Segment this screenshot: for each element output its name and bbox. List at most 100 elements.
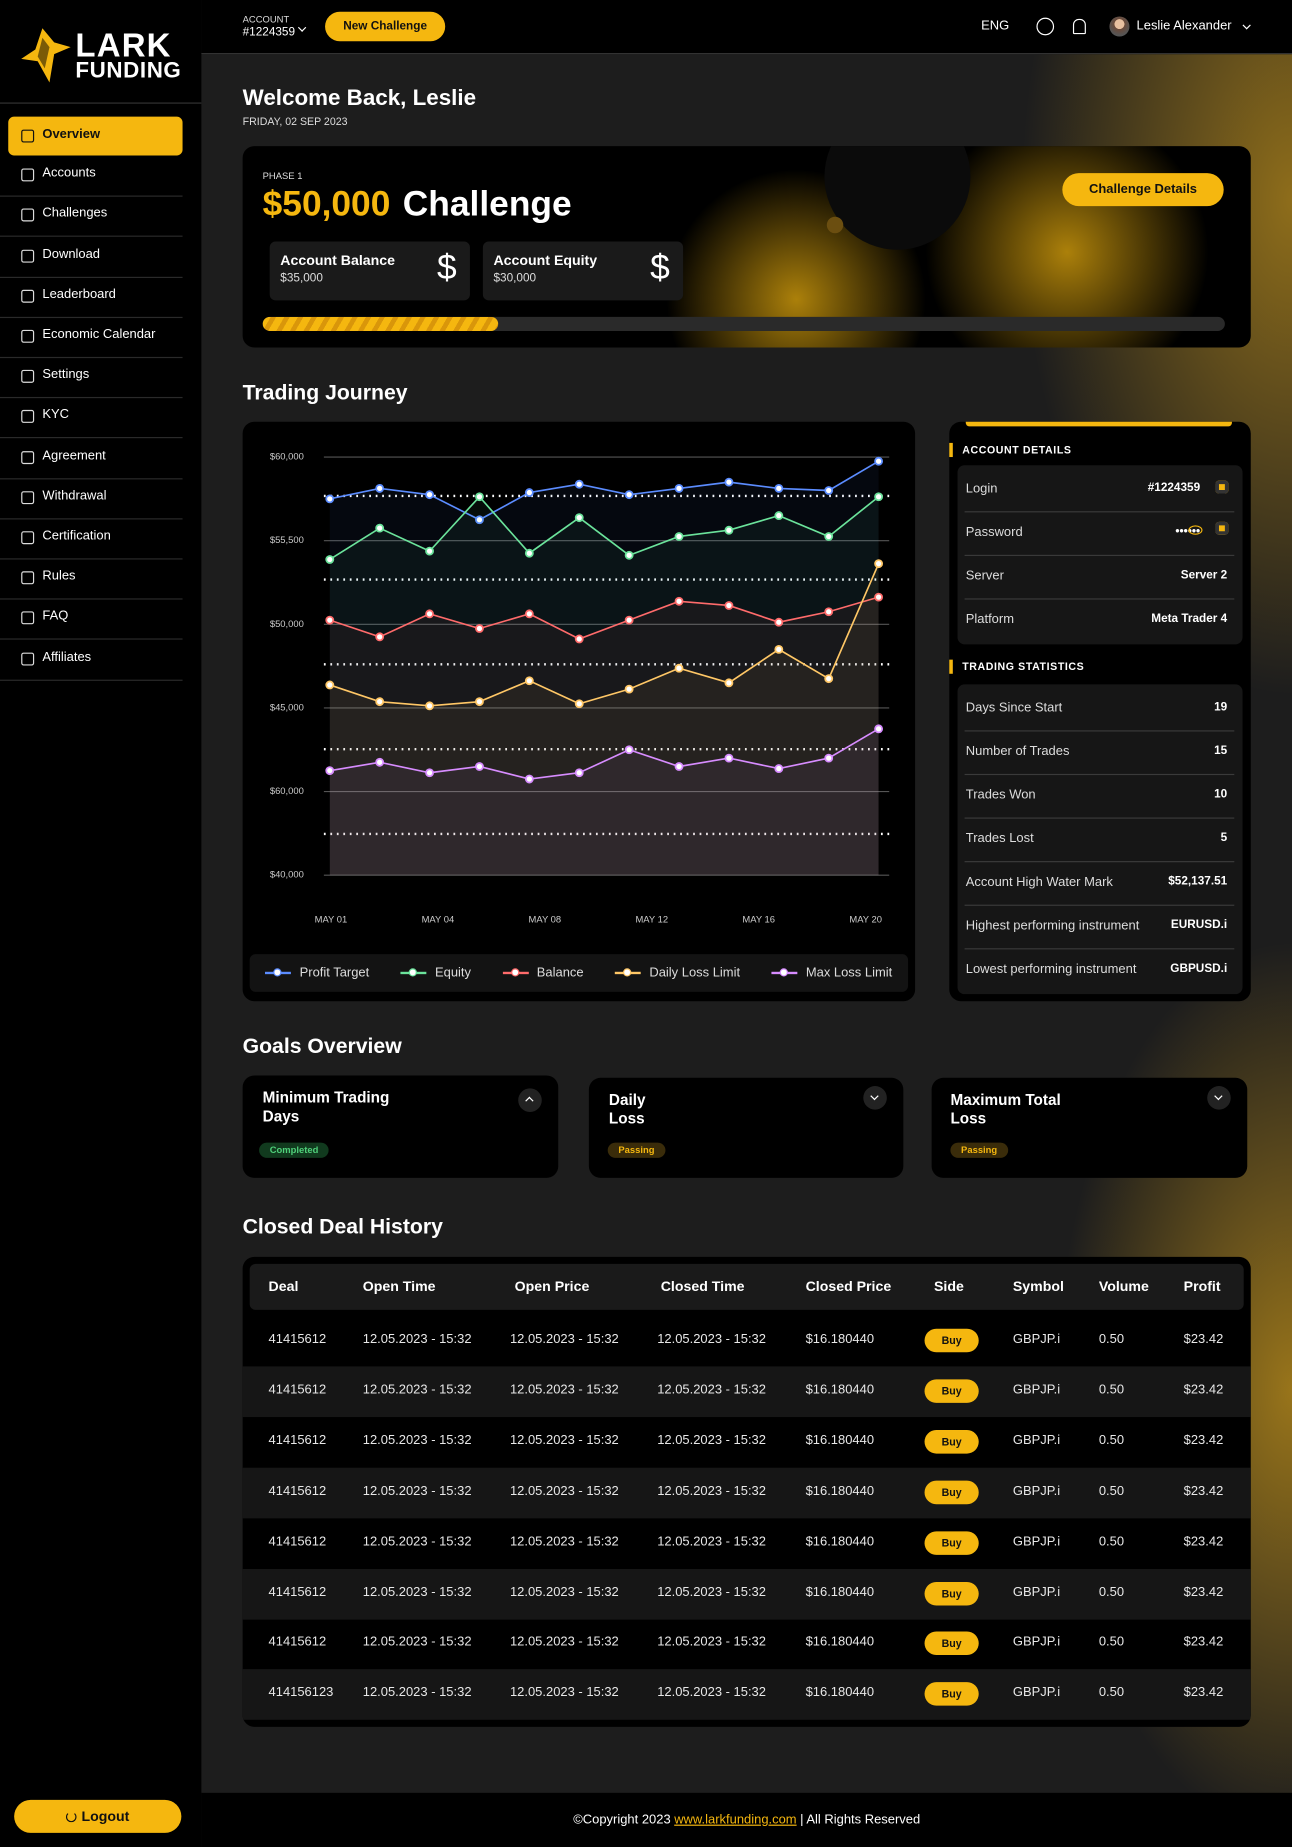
account-label: ACCOUNT xyxy=(242,14,290,25)
nav-icon xyxy=(21,208,35,222)
stat-value: $35,000 xyxy=(280,272,323,286)
nav-item[interactable]: Rules xyxy=(8,559,182,598)
legend-marker xyxy=(265,968,292,977)
legend-label: Daily Loss Limit xyxy=(649,965,741,981)
side-badge: Buy xyxy=(924,1581,979,1605)
nav-icon xyxy=(21,531,35,545)
data-point xyxy=(425,609,434,619)
column-header: Closed Time xyxy=(660,1278,745,1295)
data-point xyxy=(574,768,584,778)
column-header: Open Time xyxy=(362,1278,436,1295)
nav-label: Rules xyxy=(42,569,76,584)
nav-divider xyxy=(0,397,183,399)
eye-icon[interactable] xyxy=(1188,525,1203,535)
bell-icon[interactable] xyxy=(1072,18,1086,35)
data-point xyxy=(475,762,484,771)
cell: 0.50 xyxy=(1098,1433,1125,1448)
chevron xyxy=(870,1091,879,1101)
cell: 41415612 xyxy=(268,1332,327,1347)
legend-item: Balance xyxy=(502,966,584,980)
data-point xyxy=(624,745,634,755)
goal-card: Minimum Trading Days Completed xyxy=(242,1075,559,1178)
nav-label: KYC xyxy=(42,408,70,423)
challenge-details-button[interactable]: Challenge Details xyxy=(1062,173,1224,207)
x-tick-label: MAY 20 xyxy=(849,913,882,924)
data-point xyxy=(475,515,484,525)
goal-card: Daily Loss Passing xyxy=(588,1077,904,1178)
expand-button[interactable] xyxy=(518,1088,542,1112)
copy-icon[interactable] xyxy=(1215,521,1229,535)
data-point xyxy=(425,546,434,556)
nav-item[interactable]: Challenges xyxy=(8,196,182,235)
expand-button[interactable] xyxy=(1207,1086,1231,1110)
series-area xyxy=(329,496,879,876)
nav-item[interactable]: Certification xyxy=(8,518,182,557)
new-challenge-button[interactable]: New Challenge xyxy=(325,11,446,42)
side-badge: Buy xyxy=(924,1480,979,1504)
cell: $16.180440 xyxy=(805,1332,875,1347)
footer-link[interactable]: www.larkfunding.com xyxy=(674,1812,797,1827)
cell: 414156123 xyxy=(268,1685,334,1701)
nav-label: Certification xyxy=(42,528,111,544)
data-point xyxy=(824,486,834,495)
nav-divider xyxy=(0,195,183,197)
cell: 12.05.2023 - 15:32 xyxy=(509,1635,619,1650)
nav-item[interactable]: KYC xyxy=(8,397,182,436)
series-line xyxy=(329,728,880,780)
cell: $23.42 xyxy=(1183,1483,1224,1498)
challenge-card: PHASE 1 $50,000 Challenge Challenge Details… xyxy=(242,146,1251,348)
nav-item[interactable]: Affiliates xyxy=(8,639,182,678)
cell: 41415612 xyxy=(268,1483,327,1498)
legend-label: Max Loss Limit xyxy=(805,965,893,981)
copy-icon[interactable] xyxy=(1215,480,1229,494)
nav-label: Affiliates xyxy=(42,649,92,664)
row-divider xyxy=(964,511,1235,513)
nav-divider xyxy=(0,679,183,681)
cell: $23.42 xyxy=(1183,1433,1224,1448)
row-value: Server 2 xyxy=(1180,568,1228,582)
user-name[interactable]: Leslie Alexander xyxy=(1136,18,1232,33)
cell: 12.05.2023 - 15:32 xyxy=(657,1483,766,1498)
row-value: 15 xyxy=(1214,743,1228,757)
row-value: Meta Trader 4 xyxy=(1151,611,1228,625)
data-point xyxy=(574,634,584,644)
table-row: 41415612 12.05.2023 - 15:32 12.05.2023 - 1… xyxy=(243,1518,1251,1569)
nav-item[interactable]: FAQ xyxy=(8,599,182,638)
data-point xyxy=(724,753,734,763)
nav-item[interactable]: Withdrawal xyxy=(8,478,182,517)
status-badge: Passing xyxy=(607,1142,666,1158)
stat-label: Account Balance xyxy=(280,252,395,269)
section-title: Goals Overview xyxy=(242,1034,402,1058)
nav-item[interactable]: Leaderboard xyxy=(8,277,182,316)
help-icon[interactable] xyxy=(1036,17,1055,36)
nav-item[interactable]: Overview xyxy=(8,116,183,156)
cell: 12.05.2023 - 15:32 xyxy=(657,1584,766,1600)
cell: GBPJP.i xyxy=(1012,1584,1061,1600)
nav-item[interactable]: Economic Calendar xyxy=(8,317,182,356)
data-point xyxy=(774,617,784,627)
chevron xyxy=(525,1096,534,1105)
logout-button[interactable]: Logout xyxy=(14,1799,182,1833)
nav-item[interactable]: Download xyxy=(8,236,182,275)
y-tick-label: $50,000 xyxy=(270,618,304,629)
logo-text: FUNDING xyxy=(75,58,182,84)
language-select[interactable]: ENG xyxy=(981,18,1010,33)
row-value: $52,137.51 xyxy=(1168,874,1228,888)
data-point xyxy=(824,753,834,763)
goal-title-line: Maximum Total xyxy=(950,1090,1061,1109)
nav-item[interactable]: Settings xyxy=(8,357,182,396)
data-point xyxy=(674,532,684,541)
expand-button[interactable] xyxy=(863,1086,887,1110)
cell: $16.180440 xyxy=(805,1382,875,1397)
nav-divider xyxy=(0,437,183,439)
nav-label: Download xyxy=(42,246,101,262)
row-divider xyxy=(964,598,1235,600)
row-divider xyxy=(964,730,1235,732)
data-point xyxy=(574,479,584,489)
table-row: 41415612 12.05.2023 - 15:32 12.05.2023 - 1… xyxy=(242,1467,1251,1518)
nav-item[interactable]: Accounts xyxy=(8,156,182,195)
row-divider xyxy=(964,554,1235,556)
cell: 41415612 xyxy=(268,1433,327,1448)
nav-item[interactable]: Agreement xyxy=(8,438,182,477)
legend-item: Max Loss Limit xyxy=(771,965,893,981)
